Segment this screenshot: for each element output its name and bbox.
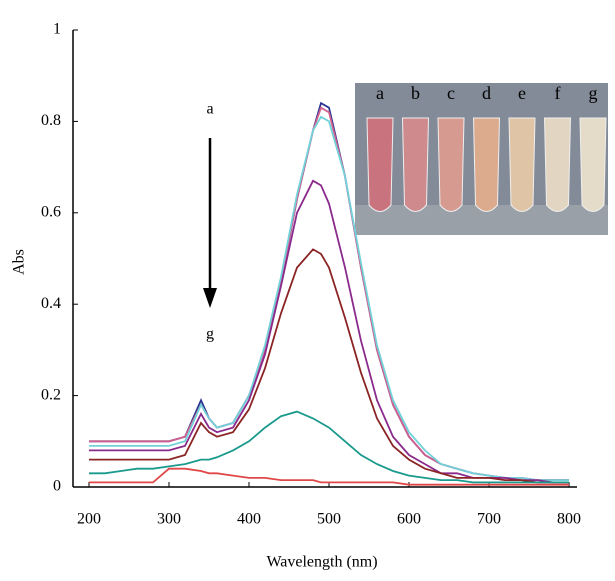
x-tick-label: 600 [397,511,421,528]
y-tick-label: 0.6 [41,203,61,220]
x-tick-label: 700 [477,511,501,528]
arrow-label: g [206,326,214,343]
spectrum-line [89,410,569,484]
spectrum-line [89,248,569,484]
inset-label: e [518,83,526,103]
x-tick-label: 500 [317,511,341,528]
arrow [203,138,217,308]
tube [437,117,465,212]
y-tick-label: 0.8 [41,112,61,129]
spectrum-line [89,467,569,486]
inset-label: d [482,83,491,103]
tube [508,117,536,212]
inset-label: f [555,83,561,103]
inset-photo [355,83,608,235]
y-tick-label: 1 [53,21,61,38]
x-tick-label: 800 [557,511,581,528]
y-axis-label: Abs [11,249,28,275]
arrow-label: a [206,101,213,118]
spectrum-line [89,115,569,481]
y-tick-label: 0.4 [41,295,61,312]
inset-label: b [411,83,420,103]
tube [401,117,430,212]
x-tick-label: 400 [237,511,261,528]
inset-label: c [447,83,455,103]
x-axis-label: Wavelength (nm) [266,554,377,571]
tube [579,117,607,212]
x-tick-label: 200 [77,511,101,528]
y-tick-label: 0.2 [41,386,61,403]
x-tick-label: 300 [157,511,181,528]
inset-label: a [376,83,384,103]
tube [543,117,572,212]
tube [472,117,501,212]
tube [366,117,394,212]
y-tick-label: 0 [53,478,61,495]
inset-label: g [589,83,598,103]
